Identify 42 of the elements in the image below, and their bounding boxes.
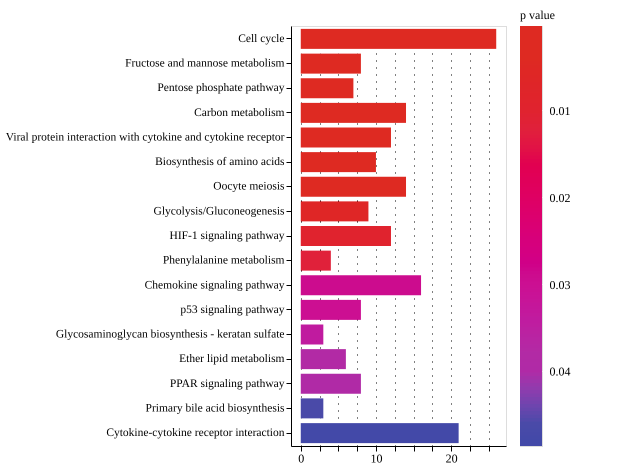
bar <box>300 250 331 271</box>
bar <box>300 324 324 345</box>
bar <box>300 349 346 370</box>
bar <box>300 102 406 123</box>
y-tick-label: Carbon metabolism <box>194 106 285 119</box>
y-tick-label: Oocyte meiosis <box>213 180 286 193</box>
y-tick-label: p53 signaling pathway <box>180 304 285 316</box>
y-tick-label: Glycolysis/Gluconeogenesis <box>154 205 286 218</box>
color-bar-label: 0.04 <box>550 364 570 379</box>
legend-title: p value <box>520 8 555 22</box>
x-tick-label: 10 <box>370 452 382 466</box>
y-tick-label: Primary bile acid biosynthesis <box>146 402 286 414</box>
bar <box>300 423 459 444</box>
x-tick-label: 0 <box>298 452 304 466</box>
bar <box>300 226 391 246</box>
y-tick-label: Ether lipid metabolism <box>179 353 285 366</box>
bar <box>300 28 496 49</box>
bar <box>300 176 406 197</box>
y-tick-label: Chemokine signaling pathway <box>144 279 285 292</box>
y-tick-label: PPAR signaling pathway <box>170 378 285 390</box>
y-tick-label: Fructose and mannose metabolism <box>125 58 285 70</box>
y-tick-label: HIF-1 signaling pathway <box>170 230 285 242</box>
bar <box>300 300 361 320</box>
bar <box>300 398 324 418</box>
y-tick-label: Pentose phosphate pathway <box>157 82 285 94</box>
bar <box>300 201 368 222</box>
bar <box>300 127 391 148</box>
y-tick-label: Cell cycle <box>238 32 284 45</box>
y-tick-label: Biosynthesis of amino acids <box>155 156 286 168</box>
color-bar-label: 0.01 <box>550 104 570 118</box>
bar <box>300 374 361 394</box>
bar <box>300 54 361 74</box>
x-tick-label: 20 <box>446 452 458 466</box>
bar <box>300 152 376 172</box>
y-tick-label: Phenylalanine metabolism <box>162 254 285 267</box>
color-bar-label: 0.02 <box>550 190 570 205</box>
bar <box>300 275 422 296</box>
y-tick-label: Glycosaminoglycan biosynthesis - keratan sulfate <box>56 328 284 341</box>
color-bar-label: 0.03 <box>550 278 570 292</box>
bar <box>300 78 354 98</box>
y-tick-label: Cytokine-cytokine receptor interaction <box>106 427 285 440</box>
y-tick-label: Viral protein interaction with cytokine and cytokine receptor <box>6 131 285 144</box>
